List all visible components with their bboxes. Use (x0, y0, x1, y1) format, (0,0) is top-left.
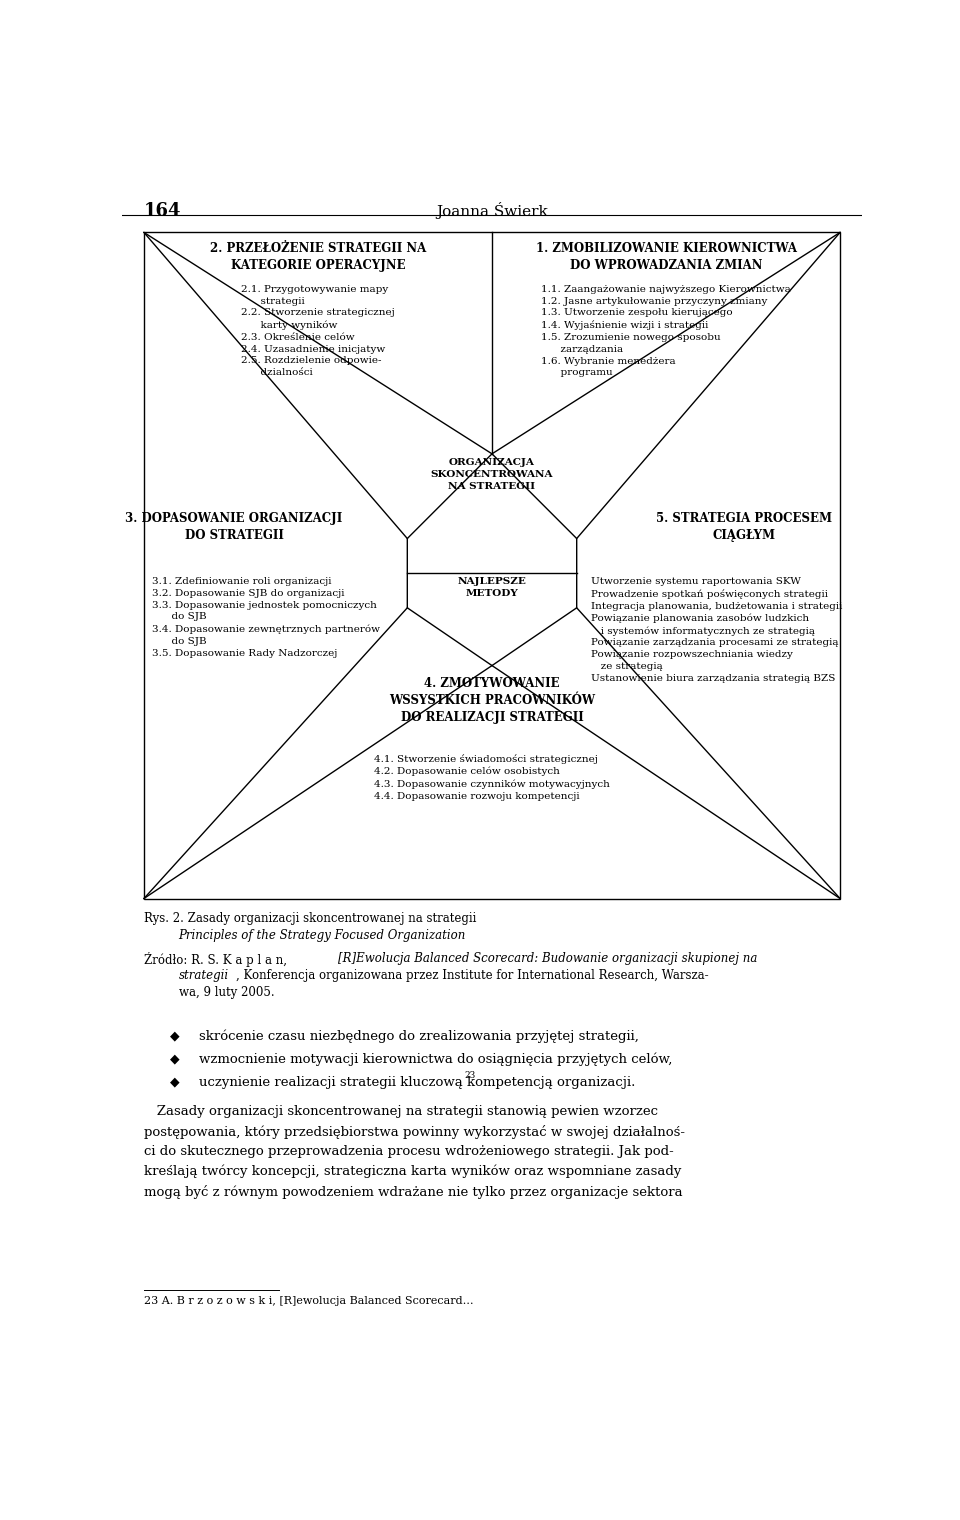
Text: 4.1. Stworzenie świadomości strategicznej
4.2. Dopasowanie celów osobistych
4.3.: 4.1. Stworzenie świadomości strategiczne… (374, 754, 610, 801)
Text: 23: 23 (465, 1072, 476, 1081)
Text: Rys. 2. Zasady organizacji skoncentrowanej na strategii: Rys. 2. Zasady organizacji skoncentrowan… (144, 912, 476, 926)
Text: skrócenie czasu niezbędnego do zrealizowania przyjętej strategii,: skrócenie czasu niezbędnego do zrealizow… (200, 1029, 639, 1043)
Text: 1. ZMOBILIZOWANIE KIEROWNICTWA
DO WPROWADZANIA ZMIAN: 1. ZMOBILIZOWANIE KIEROWNICTWA DO WPROWA… (536, 242, 797, 272)
Text: 2. PRZEŁOŻENIE STRATEGII NA
KATEGORIE OPERACYJNE: 2. PRZEŁOŻENIE STRATEGII NA KATEGORIE OP… (210, 242, 426, 272)
Text: NAJLEPSZE
METODY: NAJLEPSZE METODY (458, 578, 526, 597)
Text: Zasady organizacji skoncentrowanej na strategii stanowią pewien wzorzec: Zasady organizacji skoncentrowanej na st… (144, 1105, 658, 1117)
Text: Principles of the Strategy Focused Organization: Principles of the Strategy Focused Organ… (179, 929, 466, 942)
Text: ◆: ◆ (170, 1076, 180, 1088)
Text: wzmocnienie motywacji kierownictwa do osiągnięcia przyjętych celów,: wzmocnienie motywacji kierownictwa do os… (200, 1052, 673, 1066)
Text: Joanna Świerk: Joanna Świerk (436, 202, 548, 219)
Text: ◆: ◆ (170, 1029, 180, 1043)
Text: 164: 164 (144, 202, 181, 220)
Text: 23 A. B r z o z o w s k i, [R]ewolucja Balanced Scorecard…: 23 A. B r z o z o w s k i, [R]ewolucja B… (144, 1297, 473, 1306)
Text: strategii: strategii (179, 970, 228, 982)
Text: [R]Ewolucja Balanced Scorecard: Budowanie organizacji skupionej na: [R]Ewolucja Balanced Scorecard: Budowani… (338, 953, 757, 965)
Text: 3. DOPASOWANIE ORGANIZACJI
DO STRATEGII: 3. DOPASOWANIE ORGANIZACJI DO STRATEGII (126, 512, 343, 543)
Bar (144, 233, 840, 898)
Text: 3.1. Zdefiniowanie roli organizacji
3.2. Dopasowanie SJB do organizacji
3.3. Dop: 3.1. Zdefiniowanie roli organizacji 3.2.… (152, 578, 379, 658)
Text: ORGANIZACJA
SKONCENTROWANA
NA STRATEGII: ORGANIZACJA SKONCENTROWANA NA STRATEGII (431, 459, 553, 491)
Text: uczynienie realizacji strategii kluczową kompetencją organizacji.: uczynienie realizacji strategii kluczową… (200, 1076, 636, 1088)
Text: 2.1. Przygotowywanie mapy
      strategii
2.2. Stworzenie strategicznej
      ka: 2.1. Przygotowywanie mapy strategii 2.2.… (241, 284, 395, 377)
Text: Utworzenie systemu raportowania SKW
Prowadzenie spotkań poświęconych strategii
I: Utworzenie systemu raportowania SKW Prow… (590, 578, 842, 682)
Text: ◆: ◆ (170, 1052, 180, 1066)
Text: postępowania, który przedsiębiorstwa powinny wykorzystać w swojej działalnoś-: postępowania, który przedsiębiorstwa pow… (144, 1125, 684, 1138)
Text: mogą być z równym powodzeniem wdrażane nie tylko przez organizacje sektora: mogą być z równym powodzeniem wdrażane n… (144, 1186, 683, 1199)
Text: kreślają twórcy koncepcji, strategiczna karta wyników oraz wspomniane zasady: kreślają twórcy koncepcji, strategiczna … (144, 1164, 682, 1178)
Text: wa, 9 luty 2005.: wa, 9 luty 2005. (179, 986, 275, 999)
Text: , Konferencja organizowana przez Institute for International Research, Warsza-: , Konferencja organizowana przez Institu… (236, 970, 709, 982)
Text: 4. ZMOTYWOWANIE
WSSYSTKICH PRACOWNIKÓW
DO REALIZACJI STRATEGII: 4. ZMOTYWOWANIE WSSYSTKICH PRACOWNIKÓW D… (389, 676, 595, 724)
Text: Źródło: R. S. K a p l a n,: Źródło: R. S. K a p l a n, (144, 953, 291, 967)
Text: ci do skutecznego przeprowadzenia procesu wdrożeniowego strategii. Jak pod-: ci do skutecznego przeprowadzenia proces… (144, 1145, 674, 1158)
Text: 1.1. Zaangażowanie najwyższego Kierownictwa
1.2. Jasne artykułowanie przyczyny z: 1.1. Zaangażowanie najwyższego Kierownic… (541, 284, 791, 377)
Text: 5. STRATEGIA PROCESEM
CIĄGŁYM: 5. STRATEGIA PROCESEM CIĄGŁYM (657, 512, 832, 543)
